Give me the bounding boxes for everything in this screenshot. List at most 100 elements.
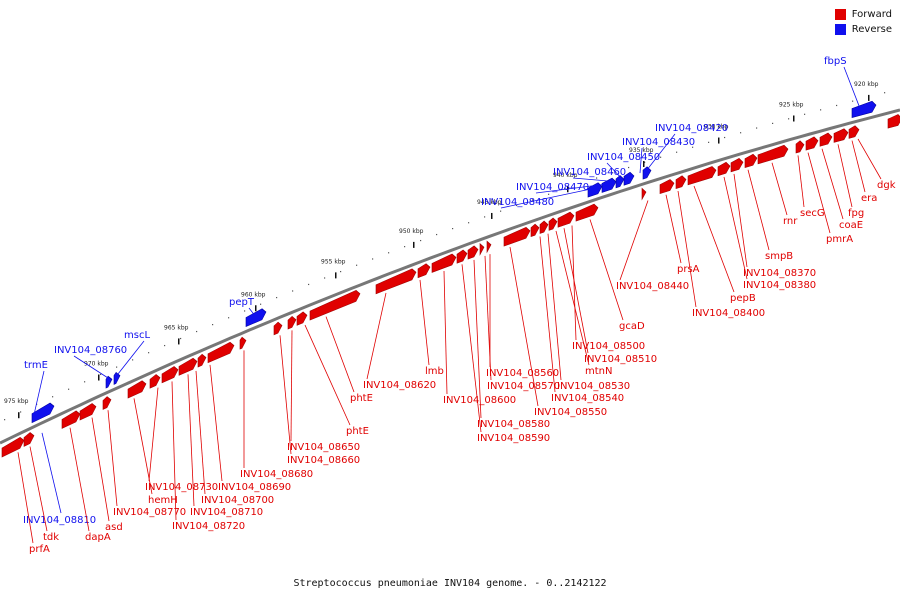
scale-dot (148, 352, 150, 354)
forward-gene-label: INV104_08620 (363, 380, 436, 391)
forward-gene-22-shape (479, 243, 485, 256)
forward-gene-33-shape (687, 166, 717, 186)
forward-leader-line (539, 236, 556, 393)
forward-gene-28 (557, 211, 575, 228)
forward-gene-39-shape (805, 136, 819, 151)
forward-gene-label: INV104_08510 (584, 354, 657, 365)
scale-dot (884, 92, 886, 94)
reverse-gene-9 (642, 166, 652, 180)
forward-leader-line (807, 152, 831, 234)
forward-gene-6-shape (127, 380, 147, 399)
forward-gene-9 (178, 357, 198, 376)
forward-leader-line (747, 169, 770, 251)
forward-leader-line (419, 279, 430, 366)
forward-leader-line (171, 381, 177, 521)
reverse-gene-4-shape (245, 308, 267, 327)
forward-gene-8 (161, 366, 179, 384)
forward-gene-41 (833, 128, 849, 143)
scale-tick-label: 930 kbp (704, 124, 729, 131)
forward-leader-line (195, 370, 206, 495)
forward-gene-label: dgk (877, 180, 896, 191)
legend-reverse: Reverse (834, 23, 892, 35)
forward-gene-10 (197, 353, 207, 368)
forward-gene-7-shape (149, 374, 161, 389)
forward-leader-line (279, 335, 292, 455)
forward-gene-label: pmrA (826, 234, 853, 245)
scale-tick (98, 374, 100, 381)
forward-leader-line (29, 446, 48, 532)
forward-leader-line (91, 417, 110, 522)
forward-gene-21-shape (467, 245, 479, 260)
scale-dot (20, 411, 22, 413)
forward-gene-36 (744, 153, 758, 169)
forward-leader-line (209, 364, 223, 482)
reverse-leader-line (639, 147, 643, 174)
forward-gene-20-shape (456, 249, 468, 264)
forward-leader-line (509, 246, 539, 407)
forward-gene-label: INV104_08500 (572, 341, 645, 352)
forward-leader-line (723, 176, 748, 280)
forward-leader-line (821, 148, 844, 220)
scale-dot (788, 118, 790, 120)
forward-gene-33 (687, 166, 717, 186)
scale-dot (68, 388, 70, 390)
forward-gene-35-shape (730, 158, 744, 173)
forward-gene-2 (23, 432, 35, 447)
forward-gene-label: INV104_08680 (240, 469, 313, 480)
scale-dot (212, 324, 214, 326)
forward-leader-line (461, 264, 482, 433)
forward-gene-label: dapA (85, 532, 111, 543)
forward-gene-label: INV104_08650 (287, 442, 360, 453)
forward-gene-38-shape (795, 140, 805, 154)
forward-gene-3-shape (61, 410, 81, 429)
reverse-gene-label: INV104_08460 (553, 167, 626, 178)
reverse-gene-2-shape (105, 375, 113, 389)
reverse-leader-line (843, 66, 861, 109)
forward-swatch (834, 8, 846, 20)
reverse-gene-8 (623, 171, 635, 186)
forward-gene-5 (102, 396, 112, 410)
forward-gene-16 (309, 290, 361, 321)
scale-dot (772, 122, 774, 124)
forward-leader-line (473, 259, 482, 419)
forward-gene-8-shape (161, 366, 179, 384)
forward-gene-label: INV104_08400 (692, 308, 765, 319)
forward-gene-label: INV104_08700 (201, 495, 274, 506)
forward-gene-label: rnr (783, 216, 798, 227)
scale-dot (4, 419, 6, 421)
forward-gene-3 (61, 410, 81, 429)
forward-gene-16-shape (309, 290, 361, 321)
forward-gene-label: INV104_08530 (557, 381, 630, 392)
legend-reverse-label: Reverse (851, 23, 892, 35)
scale-dot (804, 113, 806, 115)
forward-gene-label: secG (800, 208, 825, 219)
reverse-leader-line (645, 133, 676, 172)
scale-dot (436, 233, 438, 236)
scale-dot (372, 258, 374, 260)
forward-gene-label: INV104_08540 (551, 393, 624, 404)
scale-tick-label: 965 kbp (164, 324, 189, 331)
scale-tick (413, 241, 415, 248)
forward-gene-21 (467, 245, 479, 260)
forward-leader-line (148, 387, 159, 482)
scale-dot (308, 283, 310, 286)
reverse-gene-label: trmE (24, 360, 48, 371)
forward-gene-label: INV104_08440 (616, 281, 689, 292)
scale-tick-label: 920 kbp (854, 81, 879, 88)
scale-tick-label: 955 kbp (321, 258, 346, 265)
forward-gene-26-shape (539, 220, 549, 234)
forward-gene-39 (805, 136, 819, 151)
forward-leader-line (665, 194, 682, 264)
forward-leader-line (17, 452, 34, 544)
forward-gene-17-shape (375, 268, 417, 295)
forward-leader-line (547, 233, 562, 381)
forward-gene-label: INV104_08550 (534, 407, 607, 418)
forward-gene-42 (848, 125, 860, 139)
forward-gene-7 (149, 374, 161, 389)
forward-leader-line (677, 190, 697, 308)
forward-gene-14-shape (287, 315, 297, 330)
scale-dot (468, 222, 470, 224)
reverse-gene-4 (245, 308, 267, 327)
scale-dot (116, 366, 118, 368)
